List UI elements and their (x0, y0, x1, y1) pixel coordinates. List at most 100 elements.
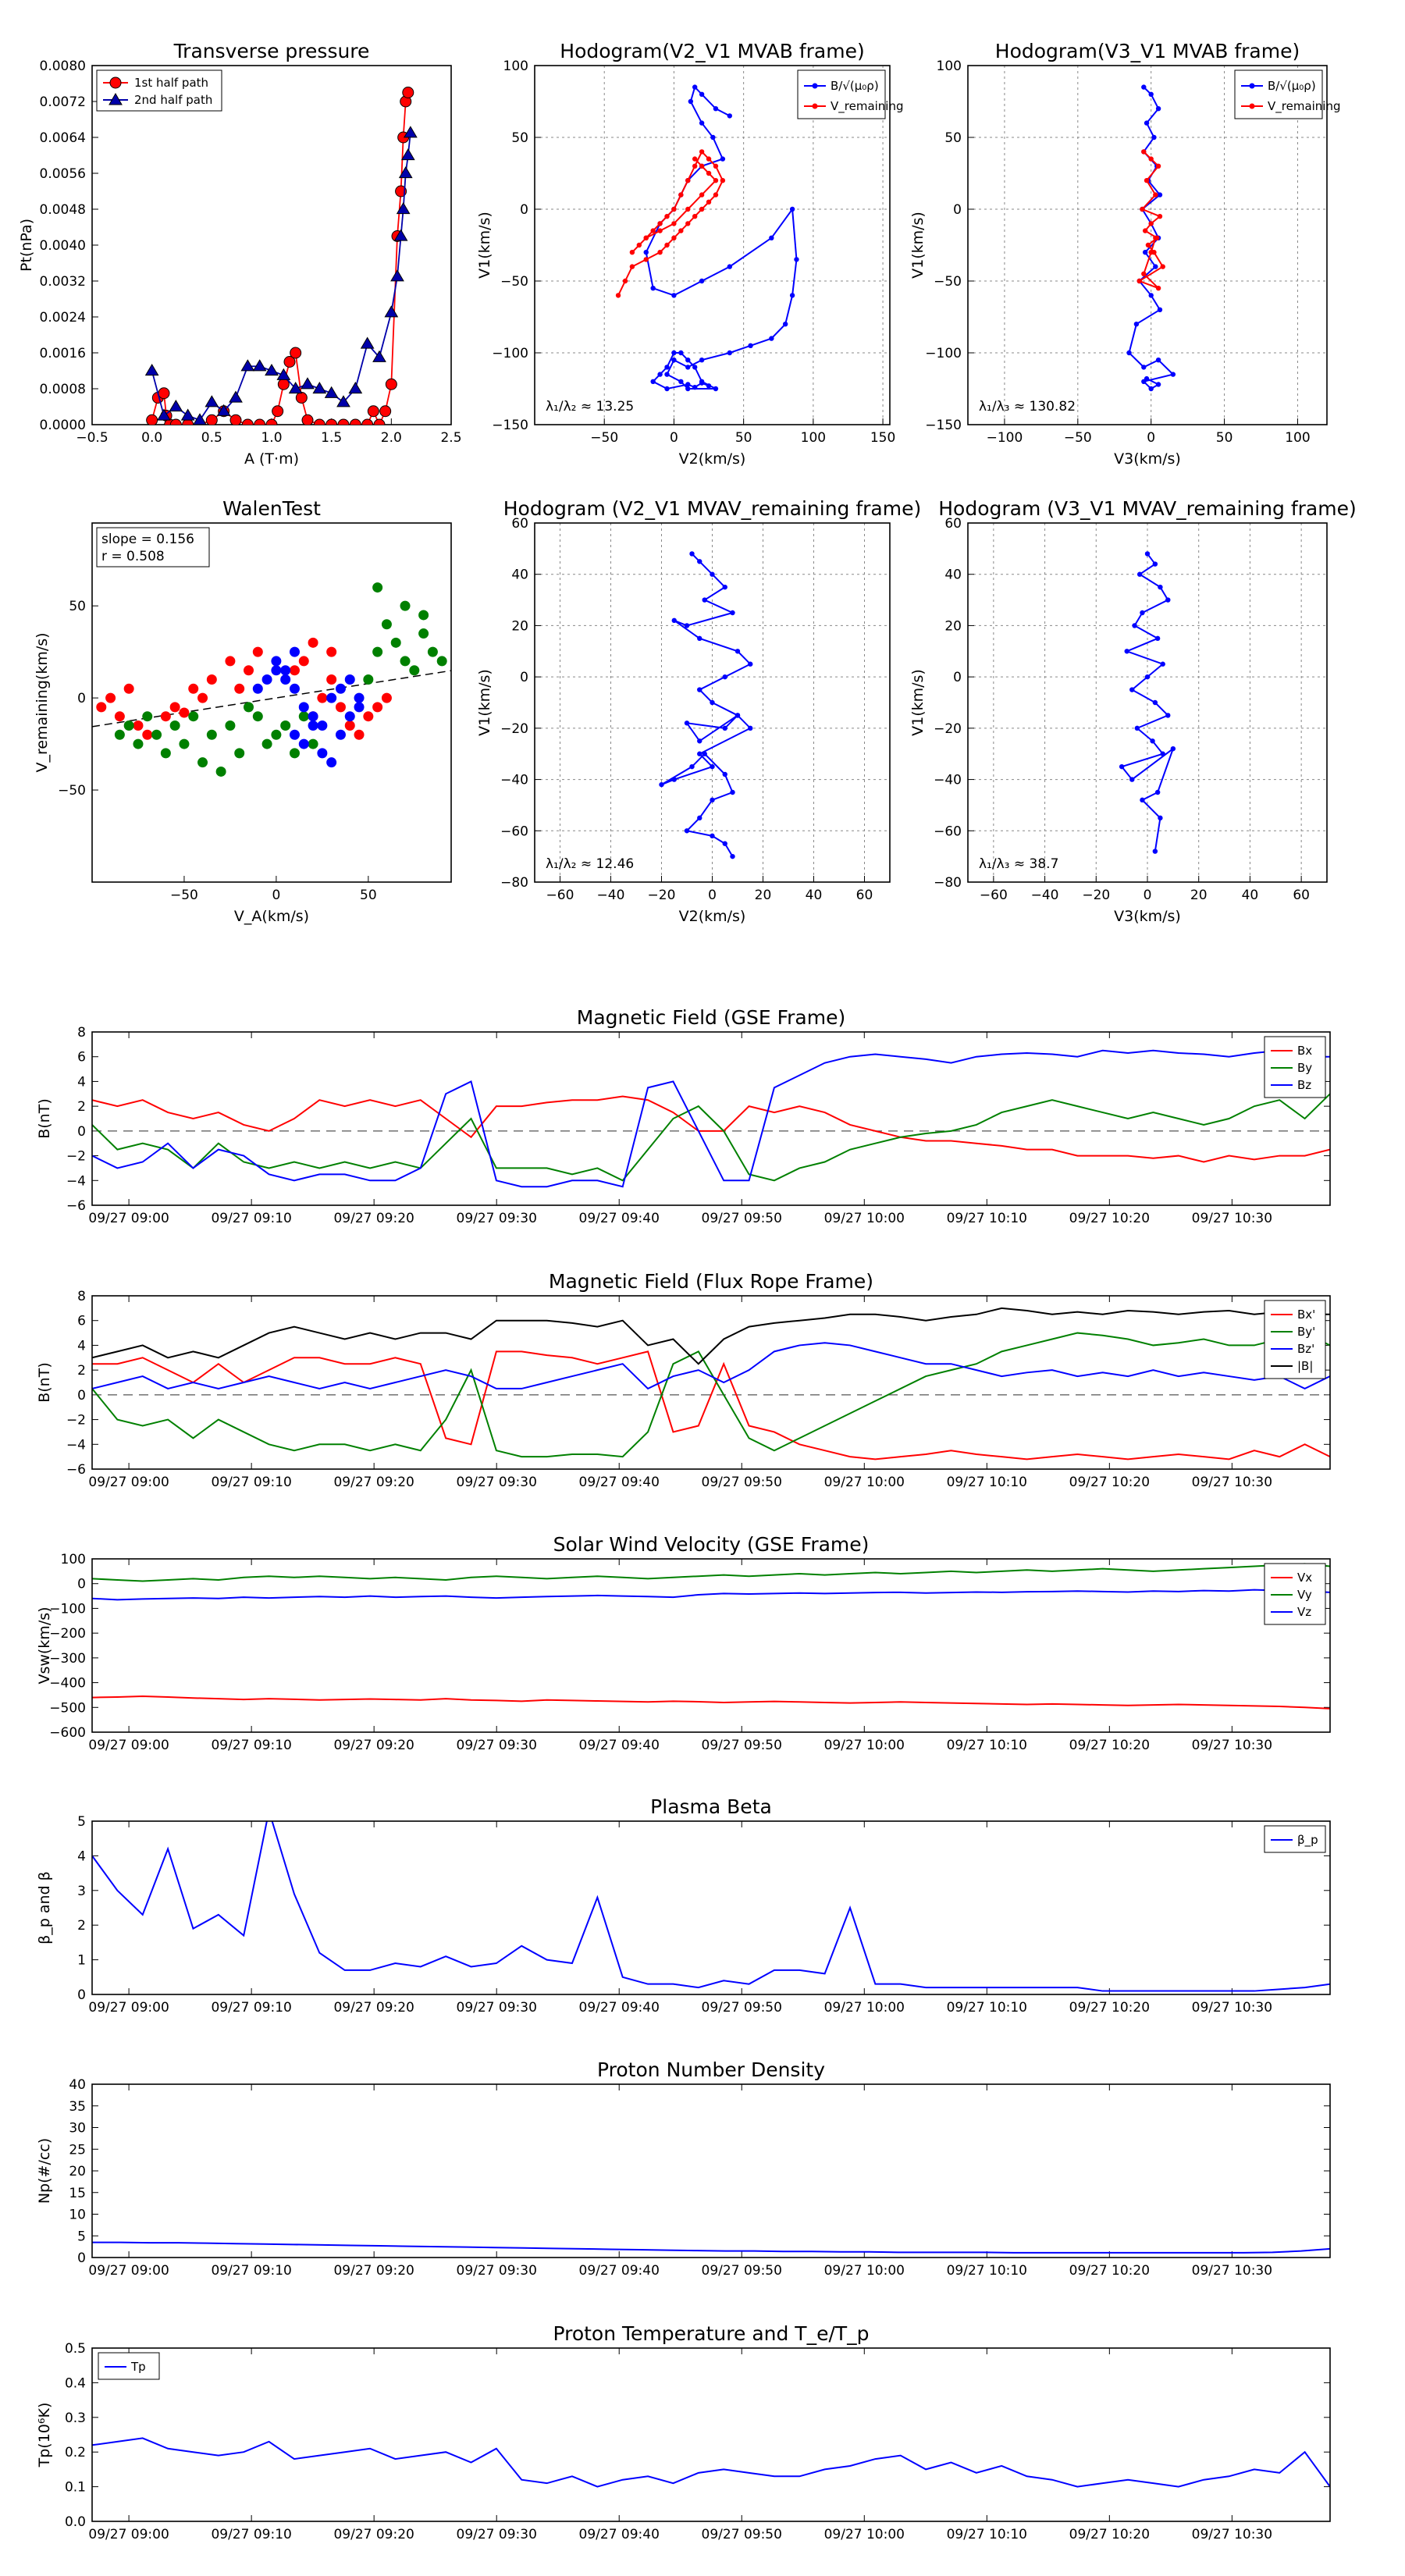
data-point (252, 711, 263, 722)
data-point (650, 228, 656, 233)
data-point (671, 206, 677, 212)
legend: Vx Vy Vz (1264, 1563, 1326, 1625)
data-point (265, 418, 278, 425)
data-point (240, 359, 255, 372)
x-tick-label: 0 (1144, 888, 1152, 903)
x-tick-label: 09/27 09:40 (579, 2527, 660, 2542)
plot-frame (91, 522, 452, 883)
data-point (344, 674, 355, 685)
legend-label: Bz' (1297, 1342, 1314, 1356)
y-tick-label: 40 (511, 568, 528, 583)
data-point (1140, 610, 1145, 616)
data-point (748, 661, 753, 667)
data-point (688, 98, 694, 105)
series-line-Bz' (92, 1342, 1330, 1390)
y-tick-label: −100 (49, 1601, 86, 1617)
legend-label: B/√(μ₀ρ) (1268, 79, 1316, 93)
data-point (326, 692, 337, 703)
data-point (1141, 149, 1147, 155)
x-tick-label: 60 (856, 888, 873, 903)
series-line-By' (92, 1332, 1330, 1458)
data-point (1144, 551, 1151, 557)
data-point (664, 372, 670, 377)
data-point (317, 720, 328, 731)
x-tick-label: 09/27 09:40 (579, 2000, 660, 2016)
series-line-|B| (92, 1307, 1330, 1365)
legend-marker (1249, 103, 1255, 109)
data-point (96, 702, 107, 713)
x-tick-label: 09/27 09:10 (211, 1211, 291, 1226)
plot-area (144, 87, 418, 425)
legend-label: |B| (1297, 1359, 1313, 1373)
data-point (1153, 235, 1158, 240)
data-point (144, 364, 159, 376)
data-point (326, 674, 337, 685)
data-point (727, 113, 733, 119)
y-tick-label: −80 (934, 875, 962, 891)
legend-label: Tp (130, 2360, 146, 2374)
data-point (289, 646, 300, 657)
data-point (769, 235, 774, 240)
x-tick-label: 09/27 09:20 (333, 1475, 414, 1490)
data-point (1136, 571, 1143, 577)
y-tick-label: 100 (61, 1552, 86, 1567)
x-tick-label: 09/27 09:30 (457, 2527, 537, 2542)
data-point (373, 418, 386, 425)
x-tick-label: −60 (980, 888, 1008, 903)
data-point (381, 692, 392, 703)
x-tick-label: 09/27 09:00 (88, 2263, 169, 2279)
data-point (692, 156, 698, 162)
x-tick-label: 09/27 09:50 (702, 1738, 782, 1753)
x-tick-label: 09/27 10:00 (824, 1475, 905, 1490)
data-point (699, 206, 705, 212)
data-point (272, 405, 284, 418)
x-tick-label: 09/27 10:20 (1069, 1738, 1150, 1753)
y-tick-label: 6 (77, 1314, 86, 1329)
data-point (710, 763, 715, 770)
y-tick-label: 0.0056 (40, 166, 86, 182)
stats-box (96, 527, 210, 568)
y-tick-label: −2 (66, 1149, 86, 1165)
x-tick-label: 09/27 10:20 (1069, 2263, 1150, 2279)
data-point (782, 322, 788, 327)
y-tick-label: 25 (69, 2142, 86, 2158)
data-point (398, 166, 413, 179)
data-point (713, 106, 719, 112)
chart-b_fr: Magnetic Field (Flux Rope Frame) −6 −4 −2 0 2… (36, 1270, 1331, 1490)
legend-label: Bz (1297, 1078, 1311, 1092)
data-point (241, 418, 254, 425)
data-point (657, 228, 663, 233)
data-point (685, 206, 691, 212)
plot-frame (967, 65, 1328, 425)
data-point (244, 665, 254, 676)
y-tick-label: 0.0000 (40, 418, 86, 433)
data-point (123, 720, 134, 731)
data-point (280, 720, 291, 731)
data-point (1144, 120, 1150, 126)
legend: Tp (98, 2352, 160, 2380)
data-point (685, 386, 691, 392)
data-point (697, 635, 702, 642)
y-tick-label: −4 (66, 1437, 86, 1453)
legend-marker (812, 103, 818, 109)
y-tick-label: 0 (77, 2250, 86, 2266)
legend-label: V_remaining (831, 99, 904, 114)
x-tick-label: 09/27 09:40 (579, 2263, 660, 2279)
data-point (692, 214, 698, 219)
data-point (393, 229, 408, 241)
x-tick-label: 09/27 09:50 (702, 2263, 782, 2279)
y-tick-label: 2 (77, 1363, 86, 1379)
data-point (372, 582, 383, 593)
y-tick-label: 0.0032 (40, 274, 86, 290)
data-point (722, 771, 727, 777)
data-point (280, 665, 291, 676)
data-point (1144, 375, 1150, 382)
plot-frame (91, 2347, 1331, 2522)
chart-h1: Hodogram(V2_V1 MVAB frame) −50 0 50 100 150 −1… (476, 40, 904, 468)
data-point (336, 395, 350, 407)
eigen-ratio-annotation: λ₁/λ₂ ≈ 13.25 (546, 399, 634, 415)
y-tick-label: −60 (500, 824, 528, 839)
data-point (1155, 382, 1161, 387)
data-point (271, 656, 282, 667)
legend-box (797, 69, 886, 119)
